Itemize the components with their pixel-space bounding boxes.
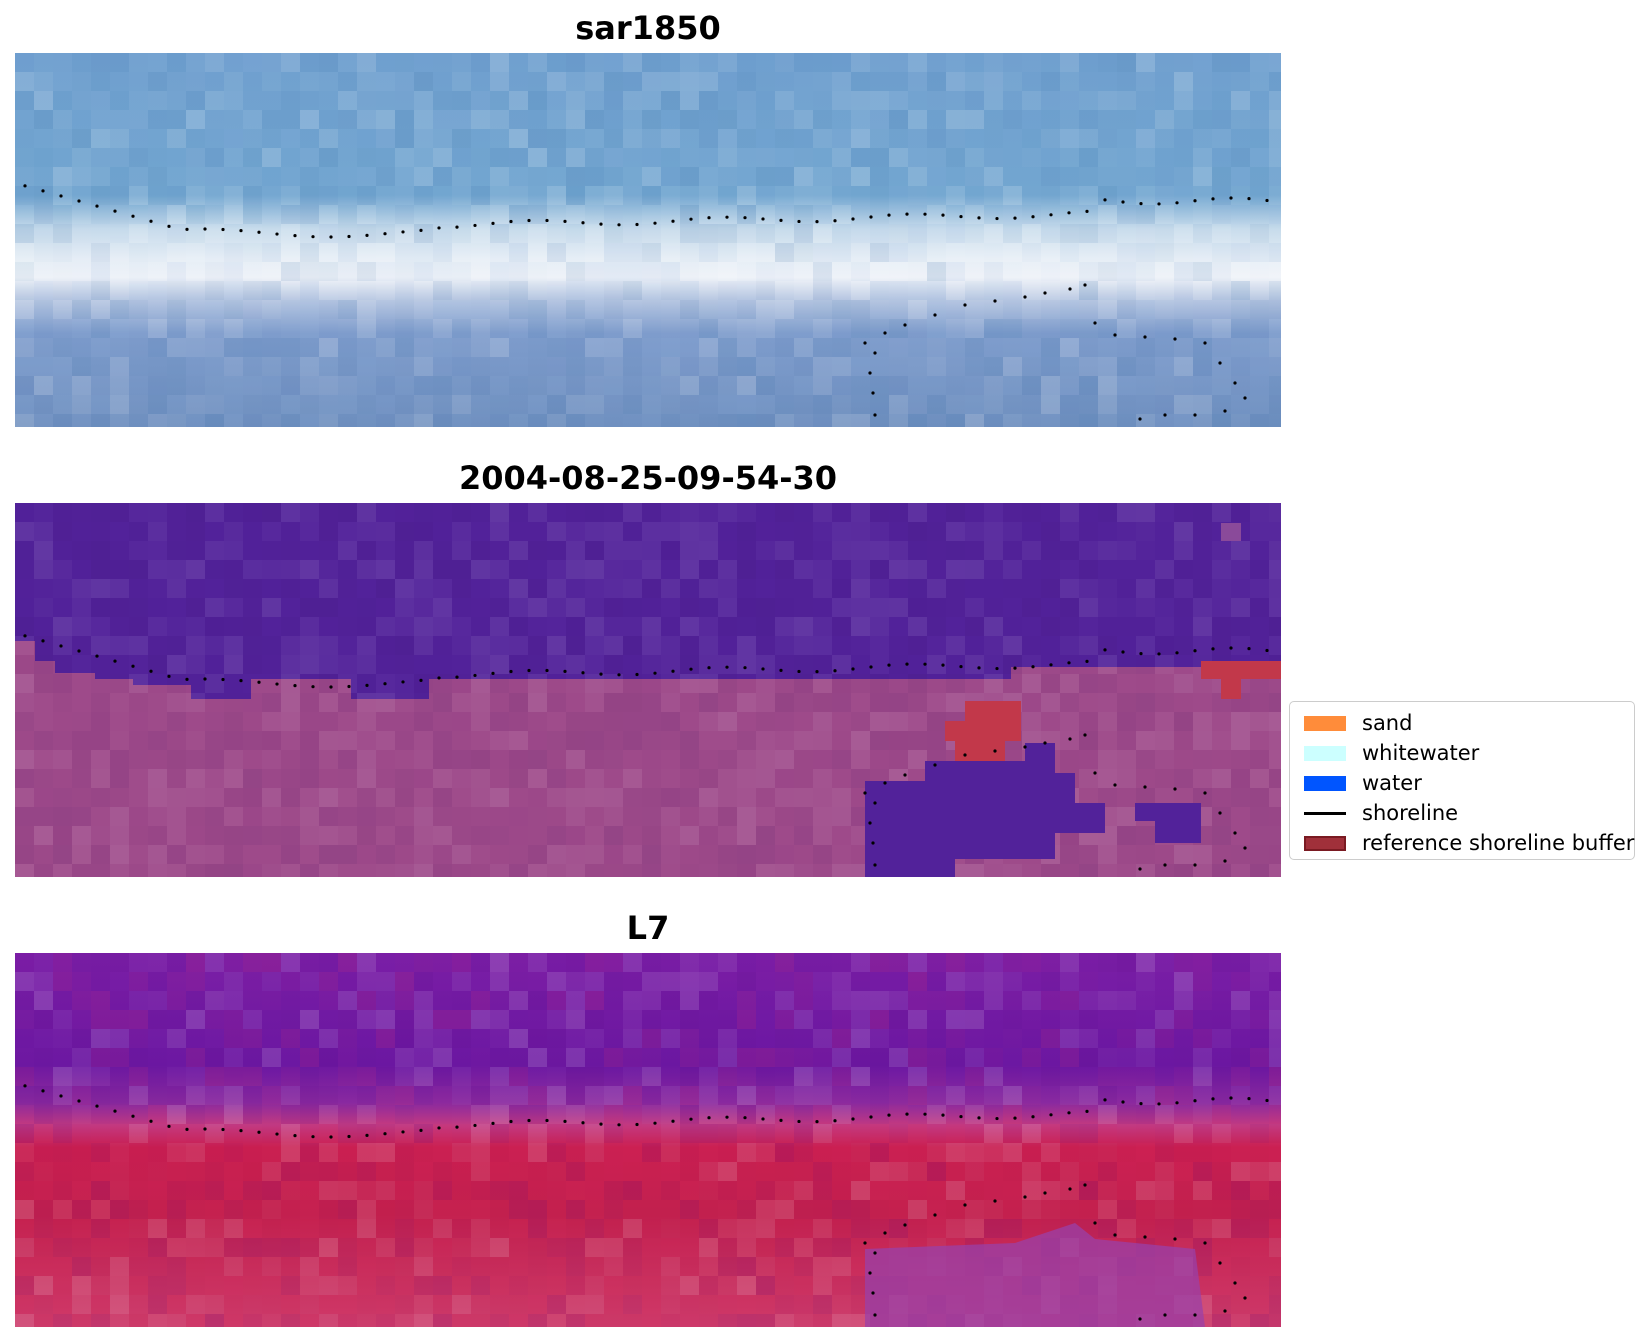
inland-water-area-2 bbox=[1135, 803, 1201, 843]
panel-title-rgb: sar1850 bbox=[575, 9, 721, 47]
legend-label-water: water bbox=[1362, 771, 1422, 795]
shoreline-points bbox=[23, 1084, 1269, 1321]
inland-water-area bbox=[865, 743, 1105, 877]
legend-label-reference-buffer: reference shoreline buffer bbox=[1362, 831, 1635, 855]
shoreline-points bbox=[23, 634, 1269, 871]
legend-swatch-reference-buffer bbox=[1304, 836, 1346, 851]
legend-item-water: water bbox=[1298, 770, 1628, 796]
small-patch bbox=[1221, 523, 1241, 541]
legend-swatch-whitewater bbox=[1304, 746, 1346, 761]
shoreline-points bbox=[23, 184, 1269, 421]
legend-swatch-water bbox=[1304, 776, 1346, 791]
legend-item-sand: sand bbox=[1298, 710, 1628, 736]
panel-title-falsecolor: L7 bbox=[626, 909, 670, 947]
legend-label-sand: sand bbox=[1362, 711, 1413, 735]
legend-item-whitewater: whitewater bbox=[1298, 740, 1628, 766]
rgb-background bbox=[15, 53, 1281, 427]
legend-label-shoreline: shoreline bbox=[1362, 801, 1459, 825]
legend-label-whitewater: whitewater bbox=[1362, 741, 1480, 765]
legend-item-shoreline: shoreline bbox=[1298, 800, 1628, 826]
rgb-image-panel bbox=[15, 53, 1281, 427]
panel-title-classified: 2004-08-25-09-54-30 bbox=[458, 459, 838, 497]
legend-swatch-sand bbox=[1304, 716, 1346, 731]
legend-line-shoreline bbox=[1304, 812, 1346, 815]
rgb-texture bbox=[15, 53, 1281, 427]
inland-water-area bbox=[865, 1223, 1205, 1327]
legend: sand whitewater water shoreline referenc… bbox=[1289, 701, 1635, 860]
falsecolor-image-panel bbox=[15, 953, 1281, 1327]
legend-item-reference-buffer: reference shoreline buffer bbox=[1298, 830, 1634, 856]
buffer-area bbox=[945, 701, 1021, 761]
classified-image-panel bbox=[15, 503, 1281, 877]
buffer-area-2 bbox=[1201, 661, 1281, 699]
